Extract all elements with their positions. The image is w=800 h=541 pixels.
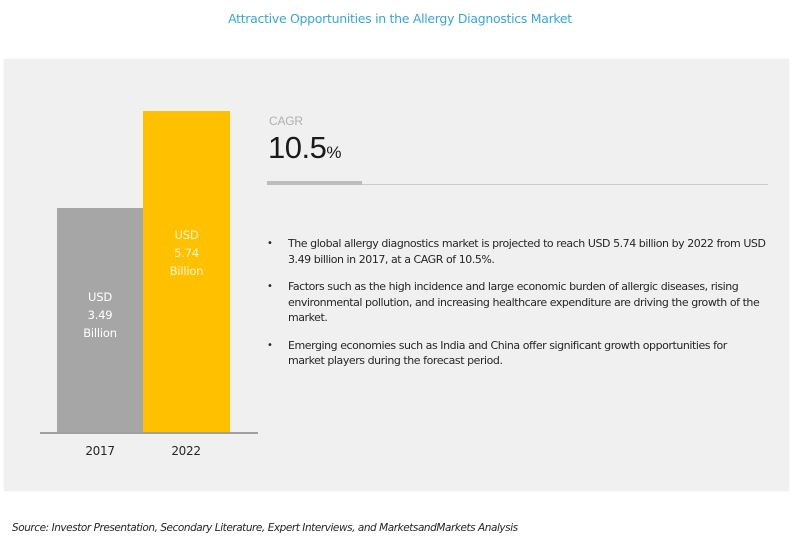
key-point: • Factors such as the high incidence and… (266, 279, 766, 326)
source-note: Source: Investor Presentation, Secondary… (12, 522, 518, 534)
bullet-icon: • (267, 281, 273, 292)
cagr-label: CAGR (269, 114, 303, 128)
key-point-text: Emerging economies such as India and Chi… (288, 338, 727, 368)
bar-2017-label: USD 3.49 Billion (83, 288, 117, 342)
x-tick-2022: 2022 (171, 444, 201, 458)
cagr-number: 10.5 (268, 130, 327, 165)
bar-label-currency: USD (88, 290, 112, 304)
x-axis-line (40, 432, 258, 434)
bullet-icon: • (267, 238, 273, 249)
chart-title: Attractive Opportunities in the Allergy … (228, 11, 572, 26)
key-points-list: • The global allergy diagnostics market … (266, 236, 766, 381)
x-tick-2017: 2017 (85, 444, 115, 458)
cagr-value: 10.5% (268, 130, 341, 166)
bar-2017: USD 3.49 Billion (57, 208, 143, 432)
key-point-text: The global allergy diagnostics market is… (288, 237, 766, 266)
bullet-icon: • (267, 339, 273, 351)
cagr-accent-bar (267, 181, 362, 185)
key-point: • Emerging economies such as India and C… (266, 338, 766, 369)
key-point-text: Factors such as the high incidence and l… (288, 280, 760, 324)
bar-2022: USD 5.74 Billion (143, 111, 230, 432)
key-point: • The global allergy diagnostics market … (266, 236, 766, 267)
bar-label-unit: Billion (169, 263, 204, 278)
bar-label-unit: Billion (83, 326, 117, 340)
bar-label-value: 3.49 (87, 308, 113, 322)
bar-2022-label: USD 5.74 Billion (170, 226, 204, 280)
cagr-percent: % (326, 143, 342, 162)
bar-label-currency: USD (174, 227, 199, 242)
cagr-divider (267, 184, 768, 185)
bar-label-value: 5.74 (174, 245, 199, 260)
